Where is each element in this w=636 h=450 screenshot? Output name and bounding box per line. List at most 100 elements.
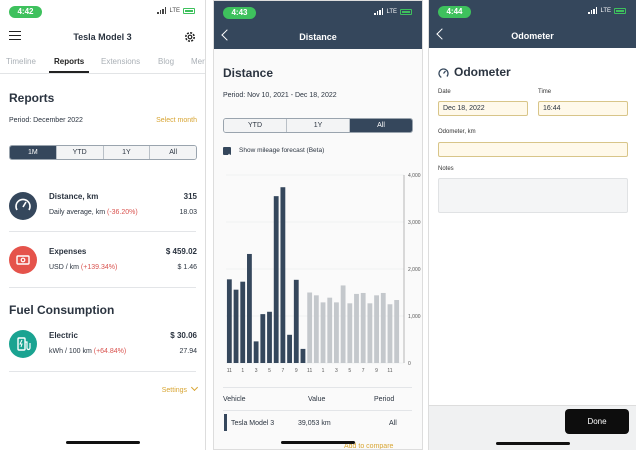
- bar-actual: [240, 281, 246, 363]
- segment-all[interactable]: All: [150, 146, 196, 159]
- check-icon: [224, 153, 230, 159]
- bar-actual: [267, 311, 272, 363]
- battery-icon: [400, 8, 412, 15]
- divider: [9, 371, 196, 372]
- bar-forecast: [347, 303, 353, 363]
- status-time: 4:42: [9, 6, 42, 18]
- segment-1y[interactable]: 1Y: [287, 119, 350, 132]
- charging-station-icon: [9, 330, 37, 358]
- settings-label: Settings: [161, 387, 188, 394]
- x-tick-label: 11: [387, 368, 392, 374]
- usd-per-km-value: $ 1.46: [177, 264, 197, 271]
- home-indicator: [495, 442, 570, 445]
- x-tick-label: 11: [307, 368, 312, 374]
- y-tick-label: 1,000: [408, 314, 421, 320]
- tab-blog[interactable]: Blog: [158, 57, 175, 66]
- network-label: LTE: [386, 8, 397, 15]
- segment-all[interactable]: All: [350, 119, 412, 132]
- odometer-screen: 4:44 LTE Odometer Odometer Date Dec 18, …: [428, 0, 636, 450]
- status-time: 4:44: [438, 6, 471, 18]
- distance-card[interactable]: Distance, km 315 Daily average, km (-36.…: [0, 182, 205, 228]
- bar-forecast: [367, 303, 373, 363]
- date-field[interactable]: Dec 18, 2022: [438, 101, 528, 116]
- status-icons: LTE: [157, 7, 195, 14]
- tab-extensions[interactable]: Extensions: [101, 57, 141, 66]
- bar-forecast: [380, 292, 386, 363]
- usd-per-km-label: USD / km (+139.34%): [49, 264, 117, 271]
- settings-link[interactable]: Settings: [161, 383, 199, 394]
- gear-icon[interactable]: [184, 30, 196, 42]
- segment-1y[interactable]: 1Y: [103, 146, 151, 159]
- vehicle-color-swatch: [224, 414, 227, 431]
- bar-forecast: [307, 292, 313, 363]
- segment-ytd[interactable]: YTD: [224, 119, 287, 132]
- divider: [223, 410, 412, 411]
- tab-bar: Timeline Reports Extensions Blog Mer: [0, 50, 205, 74]
- notes-label: Notes: [438, 166, 454, 172]
- kwh-label: kWh / 100 km (+64.84%): [49, 348, 126, 355]
- col-value: Value: [308, 396, 326, 403]
- battery-icon: [183, 7, 195, 14]
- tab-more[interactable]: Mer: [191, 57, 205, 66]
- fuel-consumption-title: Fuel Consumption: [9, 303, 115, 317]
- expenses-label: Expenses: [49, 247, 87, 256]
- x-tick-label: 1: [241, 368, 244, 374]
- bar-forecast: [334, 302, 339, 363]
- tab-reports[interactable]: Reports: [54, 57, 85, 66]
- odometer-label: Odometer, km: [438, 129, 476, 135]
- status-icons: LTE: [588, 7, 626, 14]
- status-icons: LTE: [374, 8, 412, 15]
- nav-title: Distance: [299, 32, 337, 42]
- y-tick-label: 4,000: [408, 173, 421, 179]
- bar-actual: [287, 334, 292, 363]
- daily-average-text: Daily average, km: [49, 209, 106, 216]
- segment-1m[interactable]: 1M: [10, 146, 57, 159]
- bar-actual: [300, 348, 306, 363]
- select-month-link[interactable]: Select month: [156, 117, 197, 124]
- electric-card[interactable]: Electric $ 30.06 kWh / 100 km (+64.84%) …: [0, 320, 205, 366]
- table-row[interactable]: Tesla Model 3 39,053 km All: [214, 414, 422, 434]
- bar-forecast: [394, 300, 400, 363]
- time-label: Time: [538, 89, 552, 95]
- bar-forecast: [360, 292, 366, 363]
- add-to-compare-link[interactable]: Add to compare: [344, 443, 394, 450]
- odometer-field[interactable]: [438, 142, 628, 157]
- home-indicator: [65, 441, 140, 444]
- bar-forecast: [354, 293, 359, 363]
- tab-reports-underline: [49, 71, 89, 73]
- time-field[interactable]: 16:44: [538, 101, 628, 116]
- network-label: LTE: [600, 7, 611, 14]
- bar-actual: [273, 196, 279, 363]
- x-tick-label: 5: [268, 368, 271, 374]
- chart-heading: Distance: [223, 66, 274, 80]
- page-title: Tesla Model 3: [73, 32, 132, 42]
- signal-icon: [588, 7, 598, 14]
- tab-timeline[interactable]: Timeline: [6, 57, 36, 66]
- daily-average-label: Daily average, km (-36.20%): [49, 209, 138, 216]
- status-time: 4:43: [223, 7, 256, 19]
- kwh-text: kWh / 100 km: [49, 348, 92, 355]
- signal-icon: [157, 7, 167, 14]
- odometer-icon: [9, 192, 37, 220]
- y-tick-label: 0: [408, 361, 411, 367]
- expenses-value: $ 459.02: [165, 247, 197, 256]
- bar-forecast: [320, 302, 326, 363]
- expenses-card[interactable]: Expenses $ 459.02 USD / km (+139.34%) $ …: [0, 236, 205, 282]
- bar-forecast: [313, 295, 319, 363]
- x-tick-label: 3: [335, 368, 338, 374]
- segment-ytd[interactable]: YTD: [56, 146, 104, 159]
- vehicle-name: Tesla Model 3: [231, 420, 275, 427]
- x-tick-label: 11: [227, 368, 232, 374]
- notes-field[interactable]: [438, 178, 628, 213]
- forecast-checkbox[interactable]: [223, 147, 231, 159]
- period-segmented-control: YTD 1Y All: [223, 118, 413, 133]
- odometer-heading: Odometer: [454, 65, 511, 79]
- period-segmented-control: 1M YTD 1Y All: [9, 145, 197, 160]
- reports-screen: 4:42 LTE Tesla Model 3 Timeline Reports …: [0, 0, 206, 450]
- y-tick-label: 3,000: [408, 220, 421, 226]
- menu-icon[interactable]: [9, 31, 21, 40]
- electric-value: $ 30.06: [170, 331, 197, 340]
- date-label: Date: [438, 89, 451, 95]
- done-button[interactable]: Done: [565, 409, 629, 434]
